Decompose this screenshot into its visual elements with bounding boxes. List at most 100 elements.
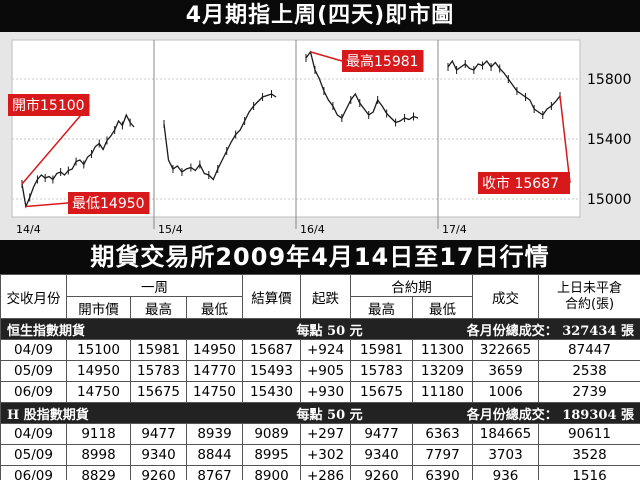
table-cell: 87447: [538, 339, 640, 361]
annotation-label: 收市 15687: [482, 175, 559, 192]
table-cell: 15981: [350, 339, 414, 361]
table-cell: 05/09: [0, 360, 67, 382]
table-cell: 06/09: [0, 381, 67, 403]
annotation-label: 開市15100: [12, 97, 85, 114]
section-header: 恒生指數期貨 每點 50 元 各月份總成交： 327434 張: [0, 318, 640, 340]
annotation-label: 最高15981: [346, 53, 419, 70]
table-cell: 13209: [412, 360, 474, 382]
table-cell: 3528: [538, 444, 640, 466]
series-line: [163, 93, 277, 181]
y-tick-label: 15400: [587, 132, 632, 148]
section-total: 各月份總成交： 189304 張: [466, 407, 635, 423]
table-cell: 14770: [185, 360, 244, 382]
table-cell: 7797: [412, 444, 474, 466]
table-cell: +924: [300, 339, 352, 361]
table-cell: 15981: [130, 339, 187, 361]
table-cell: +297: [300, 423, 352, 445]
table-cell: 9260: [350, 465, 414, 480]
table-cell: 15783: [350, 360, 414, 382]
table-cell: +905: [300, 360, 352, 382]
table-row: 06/09 14750 15675 14750 15430 +930 15675 11180 1…: [0, 381, 640, 403]
table-cell: 04/09: [0, 423, 67, 445]
table-cell: 11180: [412, 381, 474, 403]
futures-table: 交收月份 一周 結算價 起跌 合約期 成交 上日未平倉 合約(張) 開市價 最高 最低 最高 最低 恒生指…: [0, 274, 640, 480]
table-cell: 2739: [538, 381, 640, 403]
y-tick-label: 15000: [587, 192, 632, 208]
table-cell: 15430: [242, 381, 302, 403]
chart-area: 15000 15400 15800 14/4 15/4 16/4 17/4 開市15100 最低…: [0, 32, 640, 240]
series-line: [21, 113, 135, 209]
table-title: 期貨交易所2009年4月14日至17日行情: [0, 240, 640, 274]
table-cell: 11300: [412, 339, 474, 361]
chart-title: 4月期指上周(四天)即市圖: [0, 0, 640, 32]
annotation-box: [8, 94, 90, 116]
table-cell: 3659: [472, 360, 540, 382]
series-line: [305, 50, 419, 124]
table-cell: 1516: [538, 465, 640, 480]
header-open-interest: 上日未平倉 合約(張): [538, 274, 640, 319]
section-name: 恒生指數期貨: [7, 323, 86, 339]
header-contract: 合約期: [350, 274, 474, 297]
x-tick-label: 14/4: [16, 223, 41, 236]
table-cell: 8939: [185, 423, 244, 445]
table-cell: 9477: [350, 423, 414, 445]
table-row: 05/09 8998 9340 8844 8995 +302 9340 7797 3703 352…: [0, 444, 640, 466]
section-row: 恒生指數期貨 每點 50 元 各月份總成交： 327434 張: [0, 318, 640, 340]
header-change: 起跌: [300, 274, 352, 319]
table-cell: 14750: [66, 381, 131, 403]
section-point-value: 每點 50 元: [296, 323, 363, 339]
annotation-box: [68, 192, 150, 214]
annotation-label: 最低14950: [72, 196, 145, 212]
section-total: 各月份總成交： 327434 張: [466, 323, 635, 339]
table-cell: 6390: [412, 465, 474, 480]
header-month: 交收月份: [0, 274, 67, 319]
table-cell: +930: [300, 381, 352, 403]
table-row: 04/09 9118 9477 8939 9089 +297 9477 6363 184665 9…: [0, 423, 640, 445]
table-cell: 9477: [130, 423, 187, 445]
annotation-arrow: [21, 104, 91, 185]
header-low: 最低: [185, 296, 244, 319]
header-week: 一周: [65, 274, 244, 297]
header-row: 交收月份 一周 結算價 起跌 合約期 成交 上日未平倉 合約(張): [0, 274, 640, 319]
table-row: 06/09 8829 9260 8767 8900 +286 9260 6390 936 1516: [0, 465, 640, 480]
y-tick-label: 15800: [587, 72, 632, 88]
table-cell: 322665: [472, 339, 540, 361]
table-cell: 14750: [185, 381, 244, 403]
table-cell: 8844: [185, 444, 244, 466]
table-cell: 6363: [412, 423, 474, 445]
table-cell: 14950: [185, 339, 244, 361]
x-tick-label: 16/4: [300, 223, 325, 236]
table-cell: 8995: [242, 444, 302, 466]
table-cell: 8998: [66, 444, 131, 466]
section-row: H 股指數期貨 每點 50 元 各月份總成交： 189304 張: [0, 402, 640, 424]
table-cell: 3703: [472, 444, 540, 466]
header-contract-low: 最低: [412, 296, 474, 319]
header-row: 開市價 最高 最低 最高 最低: [1, 296, 640, 319]
table-cell: +302: [300, 444, 352, 466]
table-cell: 15687: [242, 339, 302, 361]
table-cell: 15100: [66, 339, 131, 361]
header-contract-high: 最高: [350, 296, 414, 319]
table-cell: 90611: [538, 423, 640, 445]
intraday-chart: 15000 15400 15800 14/4 15/4 16/4 17/4 開市15100 最低…: [8, 39, 632, 236]
header-open: 開市價: [66, 296, 131, 319]
series-line: [447, 59, 561, 116]
table-cell: 15783: [130, 360, 187, 382]
table-cell: 8900: [242, 465, 302, 480]
table-cell: 9118: [66, 423, 131, 445]
table-cell: 8829: [66, 465, 131, 480]
table-cell: +286: [300, 465, 352, 480]
header-high: 最高: [130, 296, 187, 319]
table-cell: 2538: [538, 360, 640, 382]
table-cell: 15675: [350, 381, 414, 403]
table-cell: 15493: [242, 360, 302, 382]
table-cell: 9340: [130, 444, 187, 466]
x-tick-label: 17/4: [442, 223, 467, 236]
annotation-arrow: [310, 51, 343, 62]
table-cell: 8767: [185, 465, 244, 480]
section-header: H 股指數期貨 每點 50 元 各月份總成交： 189304 張: [0, 402, 640, 424]
annotation-box: [342, 50, 424, 72]
table-cell: 9260: [130, 465, 187, 480]
section-point-value: 每點 50 元: [296, 407, 363, 423]
table-cell: 14950: [66, 360, 131, 382]
